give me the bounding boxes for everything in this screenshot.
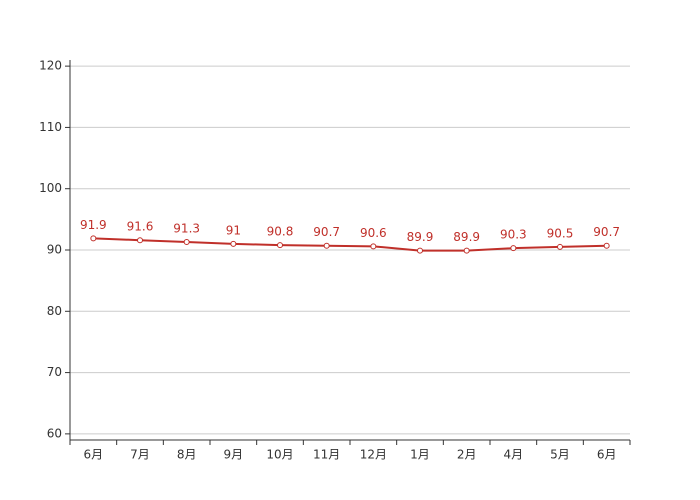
x-tick-label: 12月 [360,448,387,462]
x-tick-label: 5月 [550,448,570,462]
x-tick-label: 4月 [504,448,524,462]
data-label: 89.9 [407,230,434,244]
y-tick-label: 80 [47,304,62,318]
data-point [417,247,423,254]
data-label: 90.3 [500,228,527,242]
data-point [510,245,517,252]
data-point [323,242,330,249]
data-label: 91.6 [127,220,154,234]
data-point [370,243,377,250]
data-line [93,237,607,252]
data-point [463,247,470,254]
data-label: 89.9 [453,230,480,244]
data-point [603,242,610,249]
data-point [557,243,563,250]
x-tick-label: 7月 [130,448,150,462]
y-tick-label: 90 [47,243,62,257]
y-tick-label: 60 [47,426,62,440]
x-tick-label: 11月 [313,448,340,462]
y-tick-label: 100 [39,181,62,195]
x-tick-label: 9月 [224,448,244,462]
x-tick-label: 1月 [410,448,430,462]
data-label: 91.9 [80,218,107,232]
data-point [90,235,97,242]
data-point [230,240,237,247]
x-tick-label: 6月 [84,448,104,462]
x-tick-label: 10月 [266,448,293,462]
data-point [137,237,143,244]
data-label: 91.3 [173,222,200,236]
data-point [277,242,283,249]
data-label: 90.7 [313,225,340,239]
data-label: 90.8 [267,225,294,239]
data-point [183,239,190,246]
x-tick-label: 6月 [597,448,617,462]
x-tick-label: 2月 [457,448,477,462]
data-label: 90.7 [593,225,620,239]
y-tick-label: 70 [47,365,62,379]
x-tick-label: 8月 [177,448,197,462]
data-label: 90.5 [547,226,574,240]
data-label: 90.6 [360,226,387,240]
y-tick-label: 110 [39,120,62,134]
y-tick-label: 120 [39,59,62,73]
data-label: 91 [226,223,241,237]
